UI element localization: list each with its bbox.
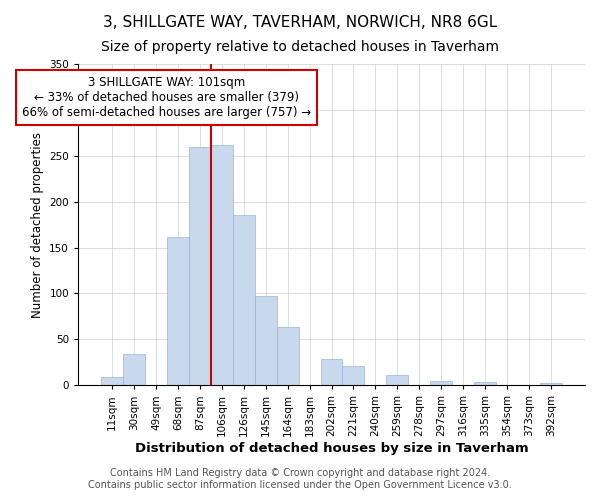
Bar — [386, 375, 409, 386]
Bar — [540, 384, 562, 386]
Bar — [277, 328, 299, 386]
Bar — [343, 366, 364, 386]
X-axis label: Distribution of detached houses by size in Taverham: Distribution of detached houses by size … — [135, 442, 529, 455]
Bar — [474, 382, 496, 386]
Text: 3 SHILLGATE WAY: 101sqm
← 33% of detached houses are smaller (379)
66% of semi-d: 3 SHILLGATE WAY: 101sqm ← 33% of detache… — [22, 76, 311, 119]
Bar — [167, 238, 189, 386]
Bar — [430, 380, 452, 386]
Bar — [211, 145, 233, 386]
Bar — [255, 296, 277, 386]
Text: Contains HM Land Registry data © Crown copyright and database right 2024.
Contai: Contains HM Land Registry data © Crown c… — [88, 468, 512, 490]
Bar — [233, 216, 255, 386]
Bar — [123, 354, 145, 386]
Bar — [320, 358, 343, 386]
Bar — [101, 377, 123, 386]
Text: Size of property relative to detached houses in Taverham: Size of property relative to detached ho… — [101, 40, 499, 54]
Text: 3, SHILLGATE WAY, TAVERHAM, NORWICH, NR8 6GL: 3, SHILLGATE WAY, TAVERHAM, NORWICH, NR8… — [103, 15, 497, 30]
Y-axis label: Number of detached properties: Number of detached properties — [31, 132, 44, 318]
Bar — [189, 146, 211, 386]
